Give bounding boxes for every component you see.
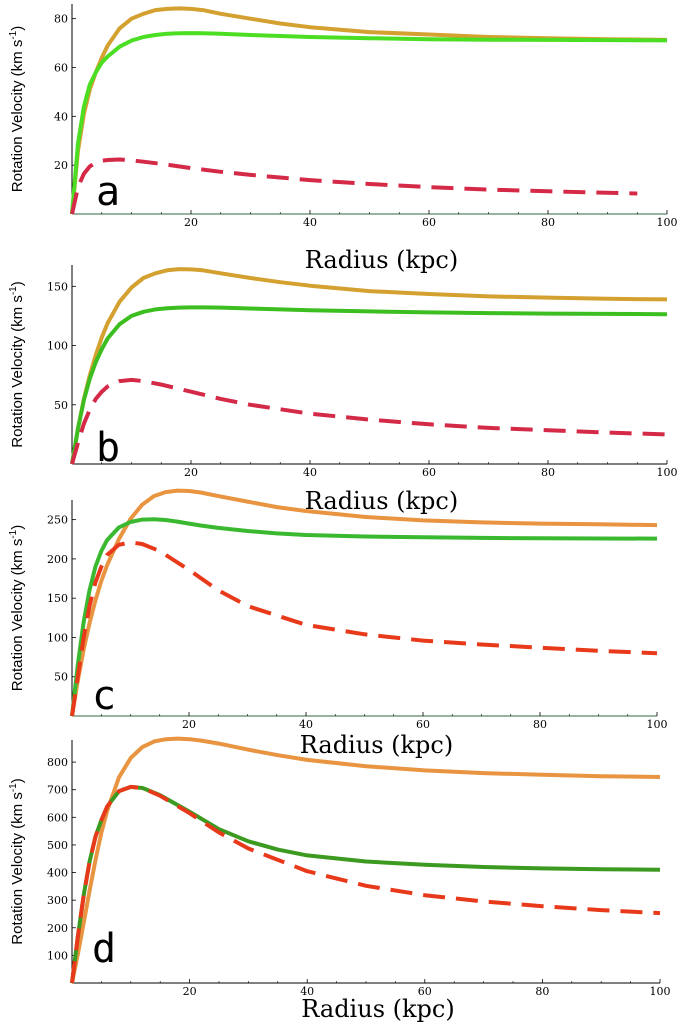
x-tick-label: 100 xyxy=(647,718,668,731)
y-tick-label: 60 xyxy=(54,61,68,74)
x-axis-label: Radius (kpc) xyxy=(305,487,458,515)
y-tick-label: 700 xyxy=(47,784,68,797)
series-line-3 xyxy=(70,540,658,717)
y-axis-label-close: ) xyxy=(9,26,26,31)
y-tick-label: 250 xyxy=(47,514,68,527)
x-tick-label: 100 xyxy=(657,216,678,229)
y-axis-label: Rotation Velocity (km s-1) xyxy=(8,281,26,447)
y-tick-label: 50 xyxy=(54,399,68,412)
y-axis-label-main: Rotation Velocity (km s xyxy=(9,40,26,193)
series-line-2 xyxy=(70,517,658,717)
x-axis-label: Radius (kpc) xyxy=(301,995,454,1023)
x-axis-label: Radius (kpc) xyxy=(305,246,458,274)
y-axis-label-superscript: -1 xyxy=(8,286,19,295)
y-axis-label: Rotation Velocity (km s-1) xyxy=(8,778,26,944)
y-axis-label-close: ) xyxy=(9,281,26,286)
x-tick-label: 100 xyxy=(657,466,678,479)
y-tick-label: 200 xyxy=(47,922,68,935)
y-axis-label-main: Rotation Velocity (km s xyxy=(9,792,26,945)
y-tick-label: 300 xyxy=(47,894,68,907)
x-tick-label: 20 xyxy=(184,466,198,479)
chart-panel-a: 20 40 60 80 100 20 40 60 80 Radius (kpc) Rotation … xyxy=(8,4,678,274)
y-tick-label: 40 xyxy=(54,110,68,123)
x-tick-label: 100 xyxy=(650,985,671,998)
y-tick-label: 100 xyxy=(47,949,68,962)
y-tick-label: 100 xyxy=(47,340,68,353)
y-tick-label: 800 xyxy=(47,756,68,769)
x-tick-label: 60 xyxy=(422,216,436,229)
y-axis-label-main: Rotation Velocity (km s xyxy=(9,295,26,448)
y-tick-label: 80 xyxy=(54,13,68,26)
y-axis-label-superscript: -1 xyxy=(8,30,19,39)
series-line-1 xyxy=(70,267,668,465)
y-axis-label-main: Rotation Velocity (km s xyxy=(9,539,26,692)
panel-letter: a xyxy=(96,169,120,215)
chart-panel-b: 20 40 60 80 100 50 100 150 Radius (kpc) Rotation … xyxy=(8,265,678,515)
y-tick-label: 400 xyxy=(47,867,68,880)
x-tick-label: 60 xyxy=(416,718,430,731)
x-tick-label: 80 xyxy=(541,216,555,229)
panel-letter: b xyxy=(96,425,120,471)
series-line-3 xyxy=(70,157,638,215)
y-tick-label: 20 xyxy=(54,159,68,172)
panel-letter: c xyxy=(92,673,116,719)
x-tick-label: 40 xyxy=(299,718,313,731)
series-line-1 xyxy=(70,488,658,717)
series-line-3 xyxy=(70,784,661,984)
y-tick-label: 50 xyxy=(54,671,68,684)
y-axis-label: Rotation Velocity (km s-1) xyxy=(8,525,26,691)
x-axis-label: Radius (kpc) xyxy=(300,731,453,759)
y-tick-label: 150 xyxy=(47,280,68,293)
y-tick-label: 600 xyxy=(47,811,68,824)
y-tick-label: 200 xyxy=(47,553,68,566)
y-axis-label: Rotation Velocity (km s-1) xyxy=(8,26,26,192)
x-tick-label: 80 xyxy=(535,985,549,998)
series-line-1 xyxy=(70,736,661,984)
x-tick-label: 40 xyxy=(303,216,317,229)
panel-letter: d xyxy=(92,926,116,972)
x-tick-label: 60 xyxy=(418,985,432,998)
y-axis-label-close: ) xyxy=(9,778,26,783)
series-line-3 xyxy=(70,377,668,465)
series-line-2 xyxy=(70,31,668,215)
x-tick-label: 80 xyxy=(533,718,547,731)
y-tick-label: 150 xyxy=(47,592,68,605)
x-tick-label: 80 xyxy=(541,466,555,479)
chart-panel-d: 20 40 60 80 100 100 200 300 400 500 600 700 800 Radiu… xyxy=(8,736,671,1023)
y-axis-label-close: ) xyxy=(9,525,26,530)
x-tick-label: 40 xyxy=(300,985,314,998)
x-tick-label: 20 xyxy=(184,216,198,229)
series-line-2 xyxy=(70,305,668,465)
x-tick-label: 60 xyxy=(422,466,436,479)
y-axis-label-superscript: -1 xyxy=(8,529,19,538)
y-axis-label-superscript: -1 xyxy=(8,783,19,792)
chart-panel-c: 20 40 60 80 100 50 100 150 200 250 Radius (kpc) Rot… xyxy=(8,488,668,759)
x-tick-label: 20 xyxy=(183,985,197,998)
y-tick-label: 100 xyxy=(47,631,68,644)
x-tick-label: 20 xyxy=(182,718,196,731)
y-tick-label: 500 xyxy=(47,839,68,852)
x-tick-label: 40 xyxy=(303,466,317,479)
